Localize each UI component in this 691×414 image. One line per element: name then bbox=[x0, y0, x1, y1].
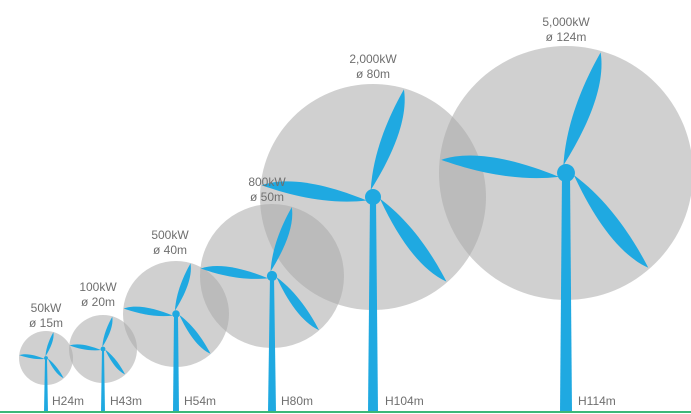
towers bbox=[44, 173, 572, 412]
tower-100kw bbox=[101, 349, 105, 412]
hub bbox=[365, 189, 381, 205]
height-label: H54m bbox=[184, 394, 216, 408]
blade bbox=[270, 207, 293, 272]
turbine-100kw bbox=[69, 316, 126, 375]
tower-800kw bbox=[268, 276, 276, 412]
height-labels: H24m H43m H54m H80m H104m H114m bbox=[52, 394, 616, 408]
diameter-label: ø 40m bbox=[153, 243, 187, 257]
height-label: H114m bbox=[578, 394, 616, 408]
power-labels: 50kW ø 15m 100kW ø 20m 500kW ø 40m 800kW… bbox=[29, 15, 590, 330]
blade bbox=[563, 52, 602, 166]
blade bbox=[47, 358, 64, 379]
blade bbox=[441, 155, 559, 179]
hub bbox=[44, 356, 48, 360]
hub bbox=[172, 310, 180, 318]
hub bbox=[557, 164, 575, 182]
power-label: 50kW bbox=[31, 301, 62, 315]
blade bbox=[379, 198, 447, 282]
blade bbox=[45, 332, 54, 357]
blade bbox=[123, 306, 174, 317]
blade bbox=[370, 89, 405, 191]
tower-50kw bbox=[44, 358, 48, 412]
height-label: H80m bbox=[281, 394, 313, 408]
diameter-label: ø 124m bbox=[546, 30, 587, 44]
turbine-800kw bbox=[200, 207, 320, 331]
height-label: H104m bbox=[385, 394, 424, 408]
tower-2000kw bbox=[368, 197, 378, 412]
blade bbox=[102, 316, 113, 347]
power-label: 5,000kW bbox=[542, 15, 590, 29]
turbine-5000kw bbox=[441, 52, 649, 268]
turbine-50kw bbox=[19, 332, 64, 379]
hub bbox=[266, 270, 278, 282]
power-label: 2,000kW bbox=[349, 52, 397, 66]
power-label: 800kW bbox=[248, 175, 286, 189]
blade bbox=[573, 174, 649, 268]
blade bbox=[276, 277, 320, 331]
diameter-label: ø 20m bbox=[81, 295, 115, 309]
turbine-2000kw bbox=[261, 89, 447, 282]
blade bbox=[261, 181, 367, 202]
diameter-label: ø 80m bbox=[356, 67, 390, 81]
height-label: H24m bbox=[52, 394, 84, 408]
blade bbox=[69, 344, 102, 351]
power-label: 100kW bbox=[79, 280, 117, 294]
diameter-label: ø 50m bbox=[250, 190, 284, 204]
turbine-500kw bbox=[123, 263, 211, 354]
diameter-label: ø 15m bbox=[29, 316, 63, 330]
height-label: H43m bbox=[110, 394, 142, 408]
hub bbox=[100, 346, 106, 352]
blade bbox=[200, 266, 268, 279]
tower-500kw bbox=[173, 314, 179, 412]
blade bbox=[174, 263, 191, 311]
blade bbox=[19, 354, 45, 360]
power-label: 500kW bbox=[151, 228, 189, 242]
tower-5000kw bbox=[560, 173, 572, 412]
blade bbox=[105, 349, 126, 375]
blade bbox=[179, 314, 211, 354]
